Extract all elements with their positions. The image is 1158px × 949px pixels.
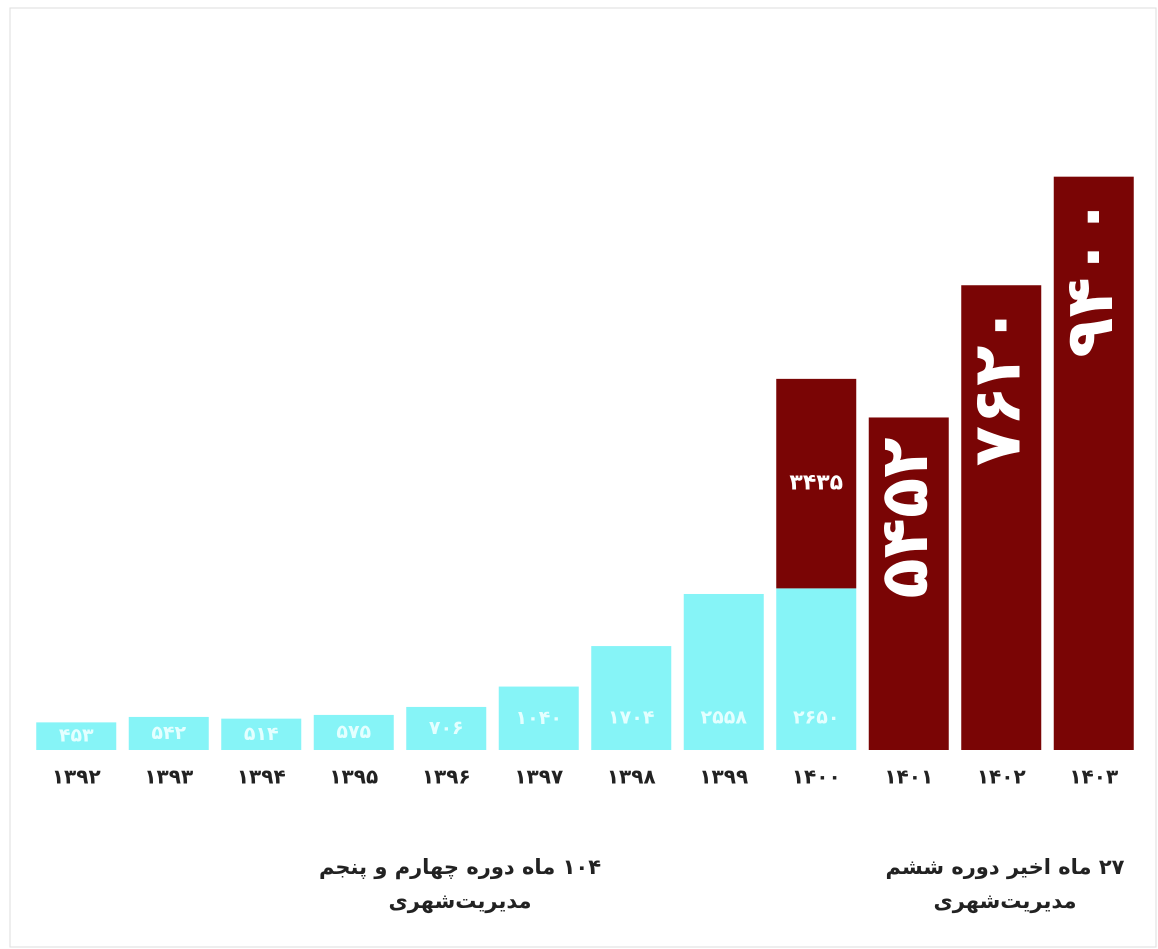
value-label: ۷۶۲۰ [958, 305, 1035, 466]
x-tick-label: ۱۳۹۷ [514, 765, 563, 789]
x-tick-label: ۱۳۹۳ [144, 765, 193, 789]
value-label: ۳۴۳۵ [789, 471, 843, 496]
bar [591, 646, 672, 750]
bar [683, 593, 764, 750]
bar [961, 285, 1042, 750]
value-label: ۹۴۰۰ [1051, 197, 1128, 358]
bar [36, 722, 117, 750]
group-label: ۲۷ ماه اخیر دوره ششم مدیریت‌شهری [885, 855, 1125, 913]
bar [498, 686, 579, 750]
x-tick-label: ۱۳۹۵ [329, 765, 378, 789]
value-label: ۵۴۲ [151, 722, 186, 744]
value-label: ۴۵۳ [59, 725, 94, 747]
bar [221, 718, 302, 750]
bar [776, 588, 857, 750]
x-tick-label: ۱۳۹۶ [422, 765, 471, 789]
bar [313, 714, 394, 750]
bar [1053, 176, 1134, 751]
value-label: ۵۷۵ [336, 721, 371, 743]
frame [9, 7, 1157, 948]
x-tick-label: ۱۳۹۸ [607, 765, 656, 789]
bar [776, 378, 857, 589]
x-tick-label: ۱۴۰۰ [792, 765, 841, 789]
x-tick-label: ۱۳۹۹ [699, 765, 748, 789]
value-label: ۵۴۵۲ [866, 437, 943, 598]
value-label: ۷۰۶ [429, 717, 464, 739]
value-label: ۵۱۴ [244, 723, 279, 745]
x-tick-label: ۱۴۰۳ [1069, 765, 1118, 789]
value-label: ۲۵۵۸ [701, 707, 748, 729]
x-tick-label: ۱۴۰۱ [884, 765, 933, 789]
group-label: ۱۰۴ ماه دوره چهارم و پنجم مدیریت‌شهری [318, 855, 602, 913]
value-label: ۱۷۰۴ [608, 707, 654, 729]
x-tick-label: ۱۳۹۲ [52, 765, 101, 789]
value-label: ۱۰۴۰ [516, 707, 562, 729]
value-label: ۲۶۵۰ [793, 707, 839, 729]
bar [406, 706, 487, 750]
x-tick-label: ۱۳۹۴ [237, 765, 286, 789]
bar [868, 417, 949, 750]
x-tick-label: ۱۴۰۲ [977, 765, 1026, 789]
bar [128, 716, 209, 750]
